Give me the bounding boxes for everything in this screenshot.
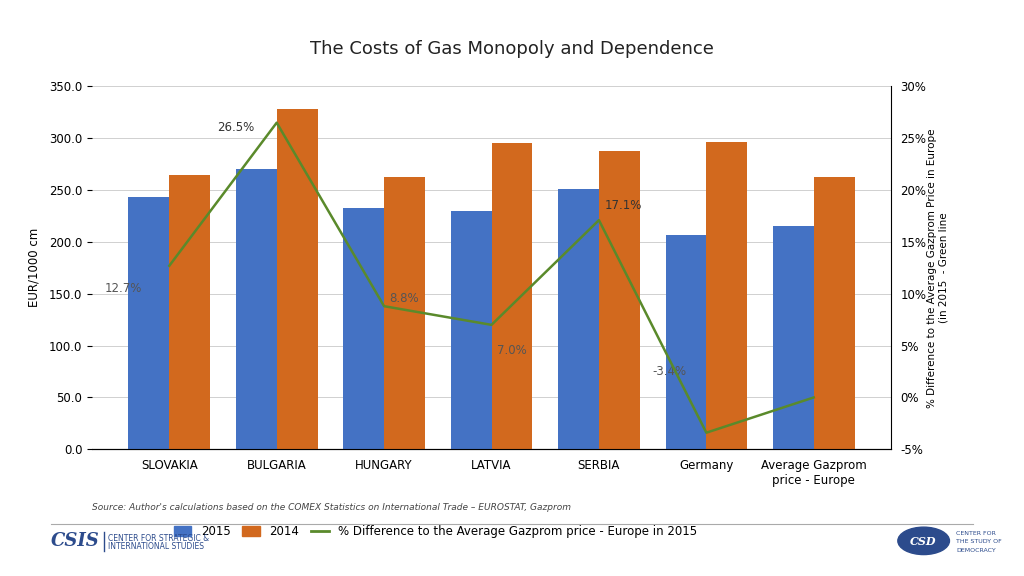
Legend: 2015, 2014, % Difference to the Average Gazprom price - Europe in 2015: 2015, 2014, % Difference to the Average …: [169, 521, 702, 543]
Text: 26.5%: 26.5%: [218, 122, 255, 134]
Bar: [666, 234, 707, 449]
Text: CSIS: CSIS: [51, 532, 100, 551]
Y-axis label: % Difference to the Average Gazprom Price in Europe
(in 2015  - Green line: % Difference to the Average Gazprom Pric…: [927, 128, 948, 408]
Bar: [128, 198, 169, 449]
Text: 7.0%: 7.0%: [497, 344, 526, 357]
Bar: [276, 109, 317, 449]
Text: DEMOCRACY: DEMOCRACY: [956, 548, 995, 552]
Text: Source: Author's calculations based on the COMEX Statistics on International Tra: Source: Author's calculations based on t…: [92, 503, 571, 511]
Bar: [773, 226, 814, 449]
Bar: [451, 211, 492, 449]
Text: 8.8%: 8.8%: [389, 293, 419, 305]
Bar: [236, 169, 276, 449]
Text: The Costs of Gas Monopoly and Dependence: The Costs of Gas Monopoly and Dependence: [310, 40, 714, 58]
Bar: [169, 175, 210, 449]
Bar: [707, 142, 748, 449]
Text: CENTER FOR STRATEGIC &: CENTER FOR STRATEGIC &: [108, 534, 209, 543]
Bar: [814, 177, 855, 449]
Bar: [384, 177, 425, 449]
Text: INTERNATIONAL STUDIES: INTERNATIONAL STUDIES: [108, 541, 204, 551]
Text: 12.7%: 12.7%: [104, 282, 142, 295]
Bar: [599, 151, 640, 449]
Bar: [492, 143, 532, 449]
Bar: [343, 208, 384, 449]
Bar: [558, 189, 599, 449]
Text: -3.4%: -3.4%: [652, 365, 687, 378]
Text: CENTER FOR: CENTER FOR: [956, 531, 995, 536]
Circle shape: [898, 527, 949, 555]
Text: THE STUDY OF: THE STUDY OF: [956, 539, 1001, 544]
Text: 17.1%: 17.1%: [604, 199, 642, 212]
Y-axis label: EUR/1000 cm: EUR/1000 cm: [28, 228, 41, 308]
Text: CSD: CSD: [910, 536, 937, 547]
